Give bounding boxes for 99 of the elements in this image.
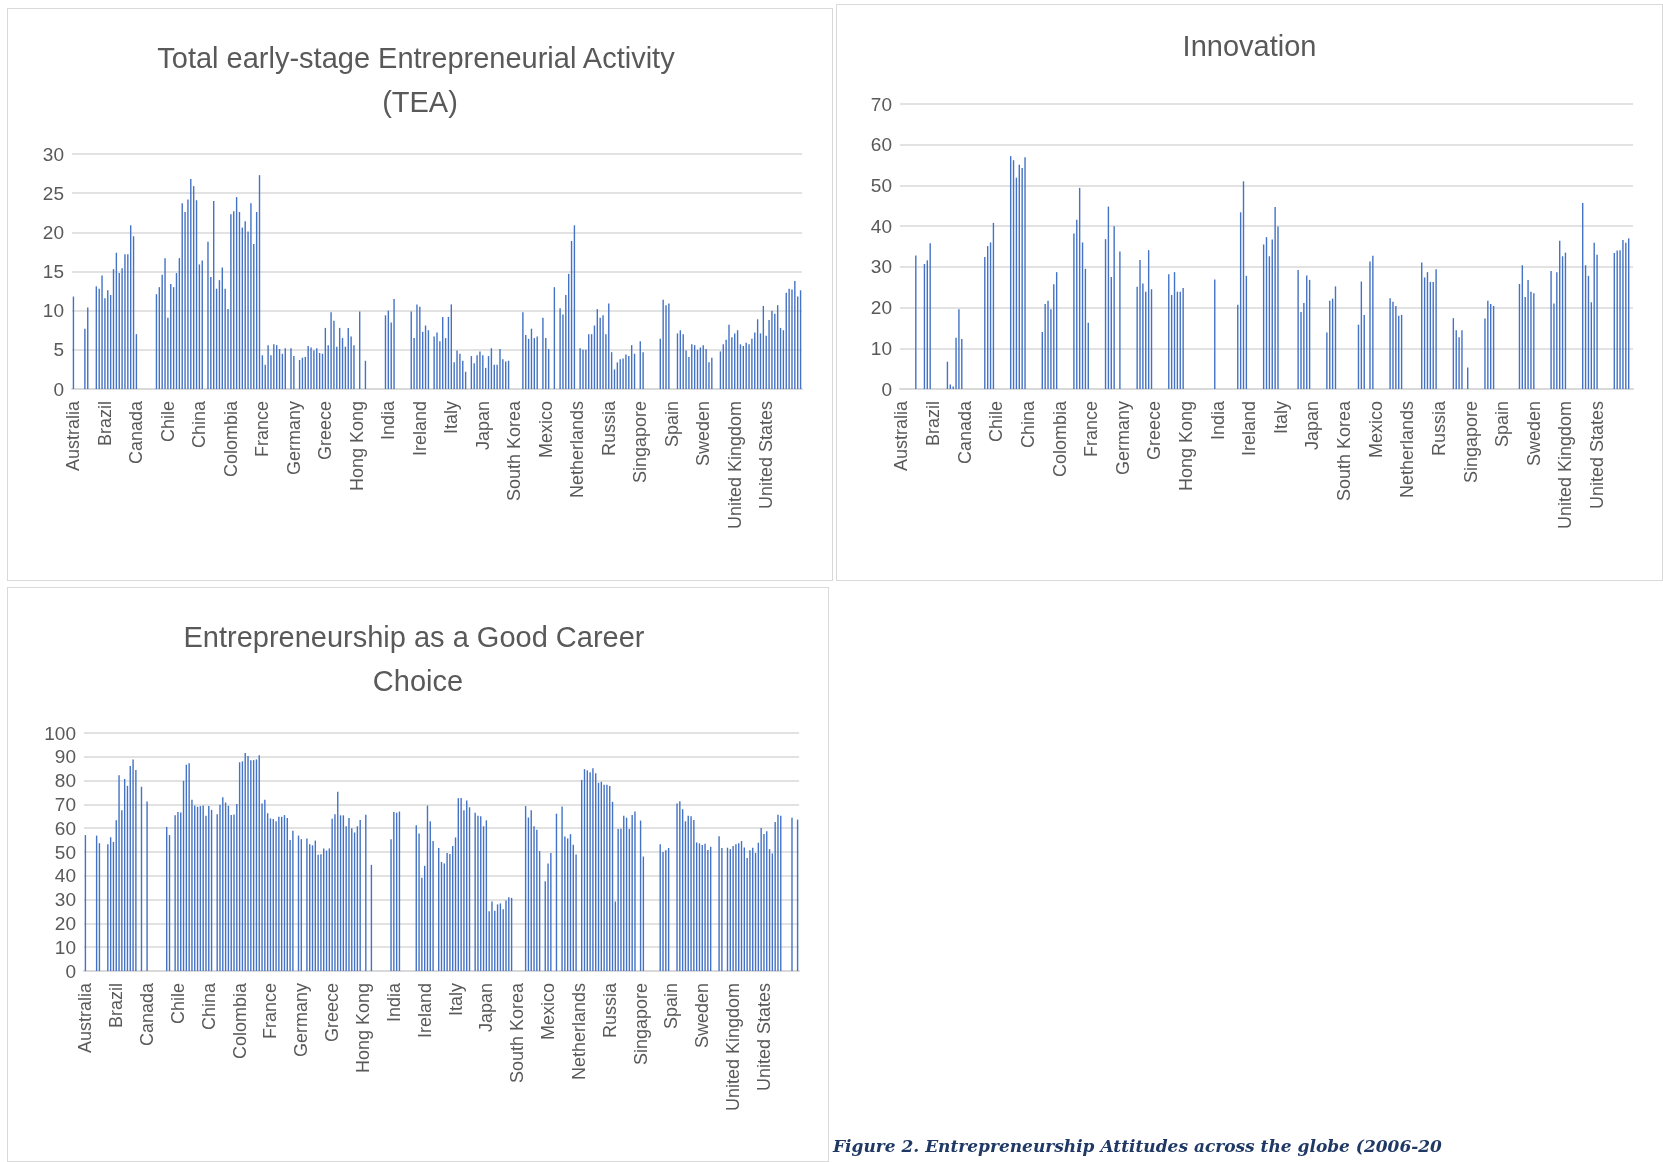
y-tick-label: 50: [54, 841, 76, 863]
x-tick-label: Colombia: [1049, 400, 1070, 478]
y-tick-label: 40: [54, 865, 76, 887]
x-tick-label: Netherlands: [1397, 401, 1418, 499]
x-tick-label: Germany: [1112, 401, 1133, 476]
x-tick-label: United States: [753, 983, 774, 1092]
x-tick-label: Italy: [441, 401, 462, 435]
x-tick-label: Sweden: [692, 983, 713, 1049]
x-tick-label: Netherlands: [568, 983, 589, 1081]
x-tick-label: United Kingdom: [724, 401, 745, 530]
y-tick-label: 60: [54, 817, 76, 839]
x-tick-label: Mexico: [1365, 401, 1386, 459]
y-tick-label: 100: [44, 722, 76, 744]
x-tick-label: Ireland: [1239, 401, 1260, 457]
x-tick-label: Hong Kong: [346, 401, 367, 492]
x-tick-label: Russia: [1428, 400, 1449, 457]
x-tick-label: Chile: [986, 401, 1007, 443]
x-tick-label: Australia: [891, 400, 912, 472]
x-tick-label: Germany: [283, 401, 304, 476]
y-tick-label: 10: [870, 337, 892, 359]
x-tick-label: Mexico: [535, 401, 556, 459]
x-tick-label: Japan: [1302, 401, 1323, 451]
y-tick-label: 70: [54, 793, 76, 815]
x-tick-label: South Korea: [1334, 400, 1355, 502]
chart-title: Total early-stage Entrepreneurial Activity (TEA): [157, 42, 683, 118]
chart-title: Innovation: [1182, 30, 1317, 62]
y-tick-label: 5: [53, 339, 64, 361]
x-tick-label: Chile: [167, 983, 188, 1025]
x-tick-label: United States: [756, 401, 777, 510]
x-tick-label: Japan: [472, 401, 493, 451]
y-tick-label: 10: [42, 300, 64, 322]
y-tick-label: 70: [870, 93, 892, 115]
x-tick-label: Sweden: [1523, 401, 1544, 467]
x-tick-label: Ireland: [409, 401, 430, 457]
x-tick-label: Greece: [1144, 401, 1165, 461]
x-tick-label: South Korea: [507, 982, 528, 1084]
x-tick-label: Colombia: [220, 400, 241, 478]
y-tick-label: 90: [54, 746, 76, 768]
y-tick-label: 40: [870, 215, 892, 237]
x-tick-label: United Kingdom: [1555, 401, 1576, 530]
x-tick-label: India: [383, 982, 404, 1023]
y-tick-label: 30: [870, 256, 892, 278]
x-tick-label: Colombia: [229, 982, 250, 1060]
y-tick-label: 20: [54, 912, 76, 934]
x-tick-label: Greece: [315, 401, 336, 461]
x-tick-label: India: [1207, 400, 1228, 441]
y-tick-label: 25: [42, 182, 64, 204]
x-tick-label: Australia: [75, 982, 96, 1054]
x-tick-label: Hong Kong: [352, 983, 373, 1074]
x-tick-label: Brazil: [923, 401, 944, 447]
x-tick-label: Sweden: [693, 401, 714, 467]
y-tick-label: 20: [870, 297, 892, 319]
x-tick-label: Singapore: [630, 983, 651, 1066]
x-tick-label: Russia: [599, 982, 620, 1039]
x-tick-label: United States: [1587, 401, 1608, 510]
x-tick-label: Singapore: [630, 401, 651, 484]
x-tick-label: Greece: [322, 983, 343, 1043]
y-tick-label: 10: [54, 936, 76, 958]
x-tick-label: Spain: [1492, 401, 1513, 448]
x-tick-label: China: [198, 982, 219, 1031]
y-tick-label: 80: [54, 770, 76, 792]
x-tick-label: India: [378, 400, 399, 441]
x-tick-label: Germany: [291, 983, 312, 1058]
x-tick-label: Canada: [126, 400, 147, 465]
x-tick-label: Singapore: [1460, 401, 1481, 484]
x-tick-label: France: [260, 983, 281, 1040]
y-tick-label: 0: [65, 960, 76, 982]
x-tick-label: Canada: [954, 400, 975, 465]
x-tick-label: Hong Kong: [1176, 401, 1197, 492]
y-tick-label: 30: [54, 889, 76, 911]
x-tick-label: South Korea: [504, 400, 525, 502]
x-tick-label: Spain: [661, 401, 682, 448]
y-tick-label: 20: [42, 221, 64, 243]
x-tick-label: Russia: [598, 400, 619, 457]
chart-title: Entrepreneurship as a Good Career Choice: [183, 621, 653, 697]
x-tick-label: Canada: [137, 982, 158, 1047]
x-tick-label: United Kingdom: [723, 983, 744, 1112]
x-tick-label: China: [189, 400, 210, 449]
x-tick-label: Japan: [476, 983, 497, 1033]
x-tick-label: Netherlands: [567, 401, 588, 499]
x-tick-label: Italy: [1270, 401, 1291, 435]
y-tick-label: 0: [881, 378, 892, 400]
x-tick-label: Brazil: [106, 983, 127, 1029]
x-tick-label: China: [1017, 400, 1038, 449]
y-tick-label: 60: [870, 134, 892, 156]
y-tick-label: 0: [53, 378, 64, 400]
y-tick-label: 30: [42, 143, 64, 165]
caption: Figure 2. Entrepreneurship Attitudes across the globe (2006-20: [833, 1136, 1442, 1156]
x-tick-label: France: [1081, 401, 1102, 458]
x-tick-label: Spain: [661, 983, 682, 1030]
x-tick-label: France: [252, 401, 273, 458]
x-tick-label: Ireland: [414, 983, 435, 1039]
x-tick-label: Chile: [157, 401, 178, 443]
x-tick-label: Australia: [63, 400, 84, 472]
y-tick-label: 50: [870, 174, 892, 196]
x-tick-label: Italy: [445, 983, 466, 1017]
x-tick-label: Brazil: [94, 401, 115, 447]
x-tick-label: Mexico: [538, 983, 559, 1041]
y-tick-label: 15: [42, 261, 64, 282]
